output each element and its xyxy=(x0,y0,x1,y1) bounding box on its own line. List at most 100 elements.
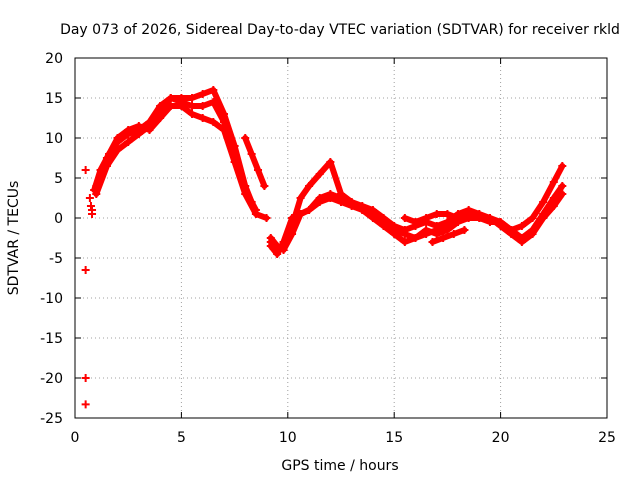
data-point xyxy=(517,222,526,230)
data-point xyxy=(86,202,95,210)
data-point xyxy=(358,206,367,214)
grid-layer xyxy=(75,58,607,418)
y-tick-label: 0 xyxy=(54,211,63,227)
data-point xyxy=(517,238,526,246)
data-point xyxy=(432,210,441,218)
data-point xyxy=(539,214,548,222)
series-pass-8 xyxy=(428,226,469,246)
x-tick-label: 20 xyxy=(492,430,510,446)
data-point xyxy=(166,94,175,102)
data-point xyxy=(326,158,335,166)
data-point xyxy=(432,230,441,238)
data-point xyxy=(411,218,420,226)
data-point xyxy=(92,182,101,190)
data-point xyxy=(558,190,567,198)
data-point xyxy=(177,102,186,110)
series-trace xyxy=(429,227,468,245)
data-point xyxy=(188,94,197,102)
chart-title: Day 073 of 2026, Sidereal Day-to-day VTE… xyxy=(60,22,620,38)
data-point xyxy=(81,374,90,382)
y-tick-label: 5 xyxy=(54,171,63,187)
x-tick-label: 0 xyxy=(71,430,80,446)
data-point xyxy=(390,230,399,238)
data-point xyxy=(326,190,335,198)
data-point xyxy=(85,194,94,202)
data-point xyxy=(379,222,388,230)
data-point xyxy=(254,166,263,174)
data-point xyxy=(209,118,218,126)
data-point xyxy=(113,134,122,142)
data-point xyxy=(241,190,250,198)
data-point xyxy=(368,214,377,222)
data-point xyxy=(400,238,409,246)
data-point xyxy=(219,126,228,134)
data-point xyxy=(92,190,101,198)
data-point xyxy=(198,102,207,110)
data-point xyxy=(81,400,90,409)
data-point xyxy=(198,114,207,122)
data-point xyxy=(337,194,345,202)
data-point xyxy=(209,98,218,106)
data-point xyxy=(443,210,452,218)
y-tick-label: -25 xyxy=(40,411,63,427)
data-point xyxy=(539,198,548,206)
data-point xyxy=(188,102,197,110)
data-point xyxy=(219,118,228,126)
data-point xyxy=(558,182,567,190)
data-point xyxy=(485,214,494,222)
data-point xyxy=(549,178,558,186)
data-point xyxy=(156,106,165,114)
y-tick-label: -5 xyxy=(49,251,63,267)
x-axis-label: GPS time / hours xyxy=(281,458,398,474)
y-tick-label: 10 xyxy=(45,131,63,147)
data-point xyxy=(454,214,463,222)
data-point xyxy=(188,110,197,118)
data-point xyxy=(102,154,111,162)
data-point xyxy=(279,246,288,254)
data-point xyxy=(247,150,256,158)
series-pass-9 xyxy=(400,210,463,226)
data-point xyxy=(262,214,271,222)
data-point xyxy=(422,214,431,222)
y-tick-label: -15 xyxy=(40,331,63,347)
data-point xyxy=(273,250,282,258)
x-tick-label: 15 xyxy=(385,430,403,446)
data-point xyxy=(251,210,260,218)
data-point xyxy=(241,134,250,142)
data-point xyxy=(428,238,437,246)
data-point xyxy=(230,158,239,166)
series-outliers xyxy=(81,166,97,409)
data-point xyxy=(347,198,356,206)
data-point xyxy=(166,102,175,110)
data-point xyxy=(422,226,431,234)
series-pass-4 xyxy=(241,134,269,190)
data-point xyxy=(528,230,537,238)
plot-frame xyxy=(74,57,608,419)
data-point xyxy=(134,130,143,138)
data-point xyxy=(134,122,143,130)
y-axis-label: SDTVAR / TECUs xyxy=(6,181,22,296)
data-point xyxy=(507,230,516,238)
data-point xyxy=(81,166,90,174)
data-point xyxy=(273,242,282,250)
data-layer xyxy=(81,86,567,409)
data-point xyxy=(411,234,420,242)
data-point xyxy=(549,202,558,210)
data-point xyxy=(460,226,469,234)
data-point xyxy=(124,126,133,134)
data-point xyxy=(288,230,297,238)
data-point xyxy=(198,90,207,98)
series-pass-3 xyxy=(92,102,271,222)
data-point xyxy=(496,222,505,230)
data-point xyxy=(315,170,324,178)
data-point xyxy=(288,214,297,222)
data-point xyxy=(439,234,448,242)
data-point xyxy=(528,214,537,222)
data-point xyxy=(113,146,122,154)
axis-layer: 0 5 10 15 20 25 -25 -20 -15 -10 -5 0 5 10 15 20 xyxy=(40,51,616,446)
y-tick-label: 15 xyxy=(45,91,63,107)
data-point xyxy=(296,210,305,218)
data-point xyxy=(400,230,409,238)
